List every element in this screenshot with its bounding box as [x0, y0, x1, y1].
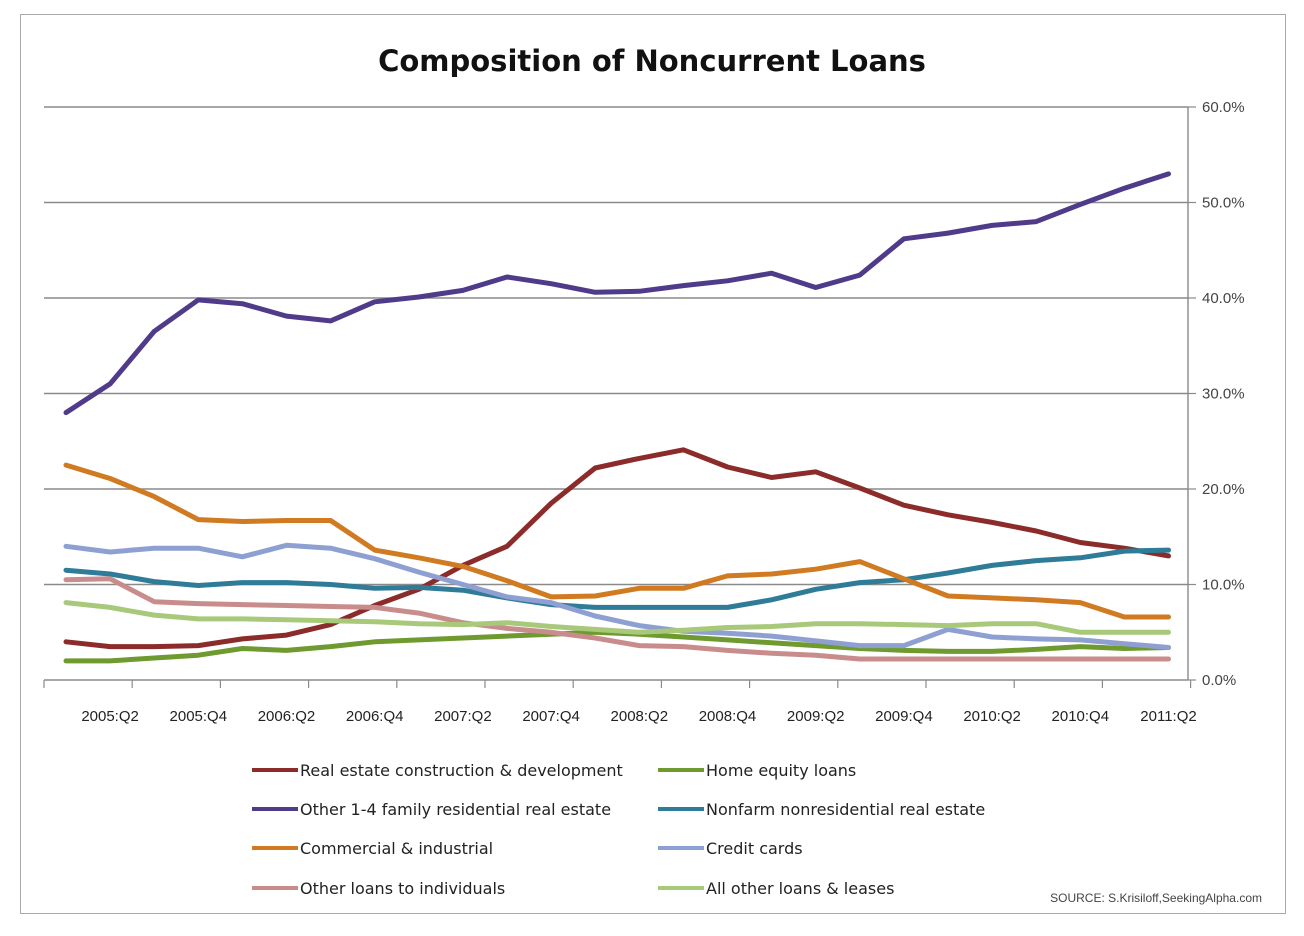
series-lines — [63, 171, 1171, 664]
legend-label: Other 1-4 family residential real estate — [300, 800, 611, 819]
x-tick-label: 2007:Q4 — [522, 708, 580, 725]
y-tick-label: 50.0% — [1202, 195, 1245, 212]
series-line — [63, 600, 1171, 635]
legend: Real estate construction & development Ho… — [252, 761, 985, 898]
chart-frame — [20, 14, 1286, 914]
x-tick-label: 2010:Q2 — [963, 708, 1021, 725]
legend-label: Real estate construction & development — [300, 761, 623, 780]
x-tick-label: 2011:Q2 — [1140, 708, 1196, 725]
series-line — [63, 462, 1171, 620]
y-tick-label: 30.0% — [1202, 386, 1245, 403]
y-tick-label: 0.0% — [1202, 672, 1236, 689]
series-line — [63, 542, 1171, 650]
legend-label: Commercial & industrial — [300, 839, 493, 858]
x-tick-label: 2009:Q2 — [787, 708, 845, 725]
x-tick-label: 2009:Q4 — [875, 708, 933, 725]
axes: 0.0% 10.0% 20.0% 30.0% 40.0% 50.0% 60.0% 2005:Q… — [43, 99, 1245, 725]
x-tick-label: 2008:Q2 — [611, 708, 669, 725]
x-tick-label: 2005:Q2 — [81, 708, 139, 725]
series-line — [63, 171, 1171, 416]
legend-label: All other loans & leases — [706, 879, 894, 898]
gridlines — [44, 106, 1188, 586]
source-note: SOURCE: S.Krisiloff,SeekingAlpha.com — [1050, 891, 1262, 905]
x-tick-label: 2007:Q2 — [434, 708, 492, 725]
series-line — [63, 447, 1171, 650]
series-line — [63, 547, 1171, 610]
legend-label: Home equity loans — [706, 761, 856, 780]
y-tick-label: 10.0% — [1202, 577, 1245, 594]
x-tick-label: 2010:Q4 — [1052, 708, 1110, 725]
x-tick-label: 2006:Q2 — [258, 708, 316, 725]
series-line — [63, 576, 1171, 662]
x-tick-label: 2006:Q4 — [346, 708, 404, 725]
chart-title: Composition of Noncurrent Loans — [378, 44, 926, 78]
y-tick-label: 40.0% — [1202, 290, 1245, 307]
x-tick-label: 2008:Q4 — [699, 708, 757, 725]
legend-label: Credit cards — [706, 839, 803, 858]
x-tick-label: 2005:Q4 — [170, 708, 228, 725]
y-tick-label: 20.0% — [1202, 481, 1245, 498]
legend-label: Other loans to individuals — [300, 879, 505, 898]
y-tick-label: 60.0% — [1202, 99, 1245, 116]
legend-label: Nonfarm nonresidential real estate — [706, 800, 985, 819]
